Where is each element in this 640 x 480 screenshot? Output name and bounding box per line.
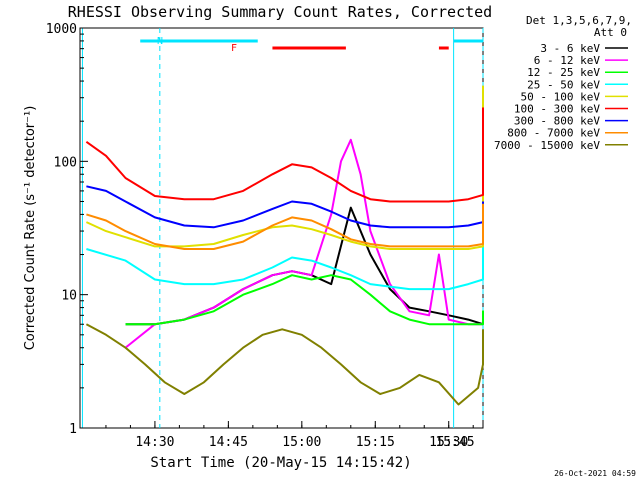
- series-line-2: [125, 274, 484, 326]
- y-tick-label-1: 10: [61, 289, 77, 304]
- x-tick-label-5: 15:45: [435, 435, 474, 450]
- legend-header-line-1: Det 1,3,5,6,7,9,: [526, 14, 632, 27]
- x-tick-label-1: 14:45: [209, 435, 248, 450]
- legend-label-8: 7000 - 15000 keV: [494, 139, 600, 152]
- y-axis-ticks: 1 10 100 1000: [46, 22, 88, 437]
- x-tick-label-2: 15:00: [282, 435, 321, 450]
- y-tick-label-0: 1: [69, 422, 77, 437]
- legend-label-4: 50 - 100 keV: [521, 90, 601, 103]
- chart-title: RHESSI Observing Summary Count Rates, Co…: [68, 3, 492, 21]
- series-line-7: [86, 203, 484, 250]
- y-tick-label-3: 1000: [46, 22, 77, 37]
- legend-header-line-2: Att 0: [594, 26, 627, 39]
- legend-label-7: 800 - 7000 keV: [507, 127, 600, 140]
- timestamp: 26-Oct-2021 04:59: [554, 469, 636, 478]
- y-tick-label-2: 100: [54, 155, 77, 170]
- legend-label-5: 100 - 300 keV: [514, 103, 600, 116]
- legend-label-1: 6 - 12 keV: [534, 54, 601, 67]
- series-lines: [85, 85, 484, 406]
- series-line-8: [85, 323, 484, 406]
- legend-label-2: 12 - 25 keV: [527, 66, 600, 79]
- legend-label-3: 25 - 50 keV: [527, 78, 600, 91]
- x-tick-label-3: 15:15: [356, 435, 395, 450]
- legend-label-0: 3 - 6 keV: [540, 42, 600, 55]
- y-axis-label: Corrected Count Rate (s⁻¹ detector⁻¹): [23, 106, 38, 351]
- series-line-3: [86, 127, 484, 291]
- series-line-5: [85, 107, 484, 203]
- x-tick-label-0: 14:30: [135, 435, 174, 450]
- x-axis-label: Start Time (20-May-15 14:15:42): [150, 455, 411, 471]
- flare-label: F: [231, 43, 237, 54]
- series-line-1: [124, 138, 483, 349]
- x-tick-label-4: 15:30: [429, 435, 468, 450]
- legend-label-6: 300 - 800 keV: [514, 115, 600, 128]
